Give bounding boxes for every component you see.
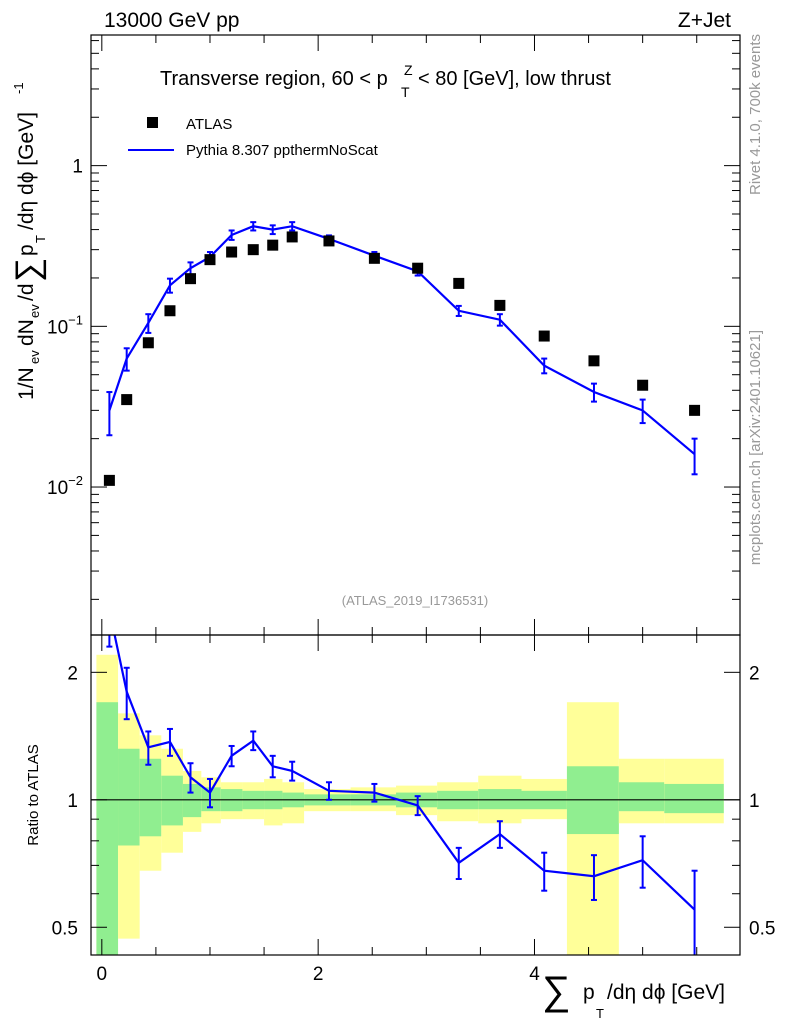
svg-text:dN: dN [15,319,38,346]
pythia-line [108,225,696,456]
uncertainty-band-inner [139,758,162,837]
ratio-y-tick-label: 2 [67,663,78,684]
y-tick-label: 10−2 [47,473,83,499]
ratio-y-tick-label-right: 1 [749,791,760,812]
svg-text:/dη dϕ [GeV]: /dη dϕ [GeV] [15,112,38,230]
svg-text:T: T [401,84,410,100]
svg-text:ev: ev [27,304,42,318]
svg-text:1/N: 1/N [15,367,38,400]
svg-text:ev: ev [27,350,42,364]
x-tick-label: 2 [313,964,324,985]
atlas-data-point [204,254,216,266]
ratio-y-axis-label: Ratio to ATLAS [25,744,42,845]
uncertainty-band-outer [566,702,619,955]
x-tick-label: 4 [529,964,540,985]
ratio-plot-frame [90,634,741,956]
uncertainty-band-inner [664,783,724,814]
svg-text:Z: Z [404,62,413,78]
main-plot-title: Transverse region, 60 < p Z T < 80 [GeV]… [160,62,611,100]
legend-marker-atlas [147,117,158,128]
legend-label-pythia: Pythia 8.307 ppthermNoScat [186,142,379,159]
atlas-data-point [142,337,154,349]
ratio-y-tick-label-right: 2 [749,663,760,684]
atlas-data-point [588,355,600,367]
svg-text:p: p [583,981,595,1004]
ratio-y-tick-label-right: 0.5 [749,918,775,939]
legend-label-atlas: ATLAS [186,116,232,133]
uncertainty-band-inner [618,782,665,812]
process-label: Z+Jet [678,9,731,32]
svg-text:-1: -1 [11,82,26,94]
atlas-data-point [368,252,380,264]
collision-label: 13000 GeV pp [104,9,239,32]
uncertainty-band-inner [478,789,522,810]
ratio-y-tick-label: 1 [67,791,78,812]
uncertainty-band-inner [96,702,119,955]
svg-text:/dη dϕ [GeV]: /dη dϕ [GeV] [607,981,725,1004]
svg-text:∑: ∑ [542,969,571,1013]
atlas-data-point [226,246,238,258]
ratio-plot: 0.5 0.5 1 1 2 2 0 2 4 [52,635,775,985]
source-label: mcplots.cern.ch [arXiv:2401.10621] [747,330,764,565]
main-y-axis-label: 1/N ev dN ev /d ∑ p T /dη dϕ [GeV] -1 [9,82,48,400]
ratio-plot-data [91,635,740,955]
atlas-data-point [185,273,197,285]
svg-text:p: p [15,244,38,256]
svg-text:∑: ∑ [9,258,47,282]
atlas-data-point [247,244,259,256]
y-tick-label: 1 [72,157,83,178]
atlas-data-point [267,239,279,251]
atlas-data-point [494,299,506,311]
x-axis-label: ∑ p T /dη dϕ [GeV] [542,969,725,1021]
atlas-data-point [103,474,115,486]
svg-text:T: T [33,235,48,243]
legend: ATLAS Pythia 8.307 ppthermNoScat [128,116,379,159]
svg-text:Transverse region, 60 < p: Transverse region, 60 < p [160,68,388,90]
atlas-data-point [412,262,424,274]
atlas-data-point [538,330,550,342]
atlas-data-point [164,305,176,317]
atlas-data-point [689,404,701,416]
svg-text:< 80 [GeV], low thrust: < 80 [GeV], low thrust [418,68,611,90]
atlas-data-point [453,277,465,289]
analysis-id-label: (ATLAS_2019_I1736531) [342,593,488,608]
y-tick-label: 10−1 [47,312,83,338]
atlas-data-point [286,231,298,243]
uncertainty-band-inner [161,775,183,826]
atlas-data-point [637,379,649,391]
rivet-version-label: Rivet 4.1.0, 700k events [747,34,764,195]
uncertainty-band-inner [182,783,202,818]
atlas-data-point [121,394,133,406]
atlas-data-point [323,235,335,247]
x-tick-label: 0 [97,964,108,985]
svg-text:/d: /d [15,283,38,301]
main-plot-data [103,221,701,486]
svg-text:T: T [596,1006,604,1021]
ratio-y-tick-label: 0.5 [52,918,78,939]
uncertainty-band-inner [118,748,140,846]
main-plot: 10−2 10−1 1 [47,35,740,635]
